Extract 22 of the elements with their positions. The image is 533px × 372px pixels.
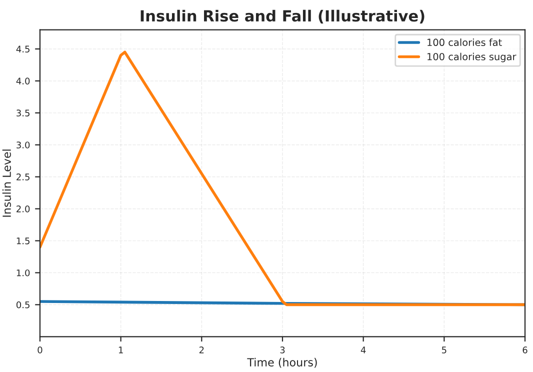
x-tick-label: 4 — [360, 346, 366, 354]
x-tick-label: 2 — [199, 346, 204, 354]
x-tick-label: 0 — [38, 346, 42, 354]
y-tick-label: 2.5 — [16, 174, 30, 180]
y-tick-label: 3.5 — [16, 110, 30, 116]
legend-label: 100 calories fat — [428, 38, 502, 46]
legend-label: 100 calories sugar — [428, 52, 516, 62]
x-tick-label: 1 — [118, 346, 123, 354]
x-tick-label: 5 — [442, 346, 446, 354]
y-tick-label: 2.0 — [16, 206, 30, 212]
y-tick-label: 4.5 — [16, 46, 30, 52]
y-tick-label: 4.0 — [16, 78, 30, 84]
chart-title: Insulin Rise and Fall (Illustrative) — [140, 10, 424, 24]
y-tick-label: 0.5 — [16, 301, 30, 308]
y-axis-title: Insulin Level — [2, 150, 11, 217]
y-tick-label: 3.0 — [16, 142, 30, 148]
line-series — [40, 50, 526, 306]
x-tick-label: 3 — [280, 346, 285, 354]
y-tick-label: 1.0 — [16, 269, 30, 276]
x-tick-label: 6 — [522, 346, 528, 354]
x-axis-title: Time (hours) — [247, 358, 317, 368]
y-tick-label: 1.5 — [16, 238, 30, 244]
